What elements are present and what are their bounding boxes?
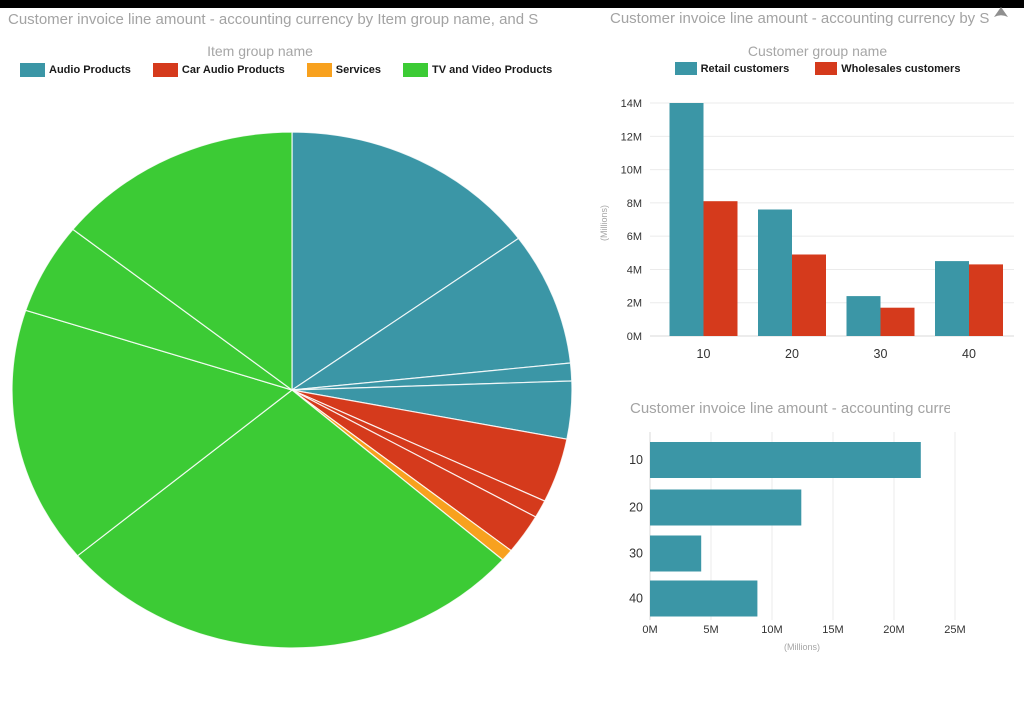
legend-label: Wholesales customers [841,62,961,75]
legend-label: Retail customers [700,62,790,75]
column-bar-wholesale[interactable] [969,264,1003,336]
column-legend: Retail customers Wholesales customers [590,62,1024,75]
bar-chart-title: Customer invoice line amount - accountin… [630,401,950,417]
legend-swatch [674,62,697,75]
x-category-label: 40 [962,347,976,361]
column-bar-retail[interactable] [846,296,881,336]
hbar[interactable] [650,489,802,526]
pie-slice[interactable] [11,309,293,557]
horizontal-bar-chart: 0M 5M 10M 15M 20M 25M 10 20 30 40 (Millions) [629,432,966,652]
legend-swatch [306,63,332,77]
hbar[interactable] [650,580,758,617]
x-tick-label: 0M [642,624,657,636]
hbar[interactable] [650,535,702,572]
pie-chart-title: Customer invoice line amount - accountin… [8,12,539,28]
column-legend-title: Customer group name [747,43,888,59]
pie-legend: Audio Products Car Audio Products Services… [20,63,552,77]
column-bar-retail[interactable] [758,209,792,337]
pie-legend-title: Item group name [207,43,313,59]
legend-item[interactable]: Retail customers [674,62,790,75]
top-bar [0,0,1024,8]
y-tick-label: 8M [627,198,642,210]
legend-label: TV and Video Products [432,64,553,76]
x-category-label: 10 [697,347,711,361]
pie-slice[interactable] [76,389,504,649]
y-tick-label: 6M [627,231,642,243]
legend-item[interactable]: TV and Video Products [403,63,552,77]
column-bar-wholesale[interactable] [703,201,738,336]
pie-slice[interactable] [291,131,520,391]
column-bar-retail[interactable] [669,103,704,336]
pie-slice[interactable] [291,237,572,391]
x-tick-label: 25M [944,624,965,636]
pie-chart [11,131,573,649]
legend-swatch [815,62,838,75]
column-bar-wholesale[interactable] [792,254,826,337]
legend-label: Audio Products [49,64,131,76]
y-category-label: 10 [629,453,643,467]
y-category-label: 20 [629,501,643,515]
x-category-label: 30 [874,347,888,361]
y-axis-unit-label: (Millions) [599,205,609,241]
x-category-label: 20 [785,347,799,361]
legend-item[interactable]: Audio Products [20,63,131,77]
column-bar-wholesale[interactable] [880,307,915,336]
x-axis-unit-label: (Millions) [784,642,820,652]
legend-item[interactable]: Car Audio Products [152,63,285,77]
hbar[interactable] [650,442,921,478]
caret-up-icon[interactable] [993,6,1009,18]
legend-item[interactable]: Wholesales customers [815,62,960,75]
legend-swatch [152,63,178,77]
x-tick-label: 20M [883,624,904,636]
y-tick-label: 10M [621,165,642,177]
y-tick-label: 12M [621,131,642,143]
x-tick-label: 10M [761,624,782,636]
legend-swatch [20,63,45,77]
y-tick-label: 0M [627,331,642,343]
column-bar-retail[interactable] [935,261,969,336]
column-chart: 0M 2M 4M 6M 8M 10M 12M 14M (Millions) 10 20 30 40 [599,98,1014,361]
x-tick-label: 15M [822,624,843,636]
column-chart-title: Customer invoice line amount - accountin… [610,11,990,27]
y-tick-label: 14M [621,98,642,110]
legend-item[interactable]: Services [306,63,382,77]
legend-label: Services [335,64,382,76]
y-category-label: 40 [629,592,643,606]
pie-slice[interactable] [72,131,293,391]
y-tick-label: 4M [627,264,642,276]
x-tick-label: 5M [703,624,718,636]
legend-label: Car Audio Products [181,64,285,76]
legend-swatch [403,63,429,77]
y-category-label: 30 [629,547,643,561]
y-tick-label: 2M [627,298,642,310]
